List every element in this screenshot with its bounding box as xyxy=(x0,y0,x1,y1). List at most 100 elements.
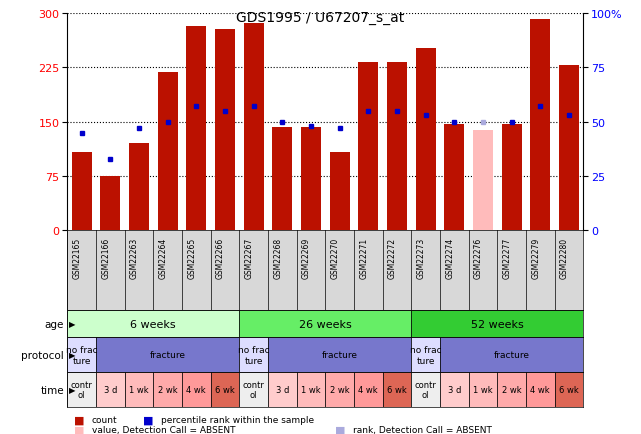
Bar xyxy=(440,338,583,372)
Bar xyxy=(387,63,407,231)
Bar xyxy=(239,338,268,372)
Text: GSM22265: GSM22265 xyxy=(187,237,196,278)
Text: count: count xyxy=(92,415,117,424)
Bar xyxy=(383,372,412,407)
Text: GSM22272: GSM22272 xyxy=(388,237,397,278)
Text: GSM22276: GSM22276 xyxy=(474,237,483,278)
Bar xyxy=(244,24,263,231)
Text: 52 weeks: 52 weeks xyxy=(471,319,524,329)
Bar xyxy=(129,144,149,231)
Text: 1 wk: 1 wk xyxy=(301,385,320,394)
Text: ▶: ▶ xyxy=(69,385,75,394)
Text: age: age xyxy=(45,319,64,329)
Bar xyxy=(268,372,297,407)
Text: GSM22267: GSM22267 xyxy=(245,237,254,278)
Text: 2 wk: 2 wk xyxy=(158,385,178,394)
Text: no frac
ture: no frac ture xyxy=(66,345,97,365)
Bar xyxy=(530,20,551,231)
Bar xyxy=(497,372,526,407)
Text: GSM22165: GSM22165 xyxy=(72,237,81,278)
Bar xyxy=(469,372,497,407)
Bar xyxy=(354,372,383,407)
Bar xyxy=(473,131,493,231)
Text: GSM22268: GSM22268 xyxy=(273,237,282,278)
Text: 4 wk: 4 wk xyxy=(531,385,550,394)
Bar xyxy=(158,73,178,231)
Bar xyxy=(412,372,440,407)
Text: 1 wk: 1 wk xyxy=(473,385,493,394)
Text: GSM22274: GSM22274 xyxy=(445,237,454,278)
Bar xyxy=(329,153,350,231)
Bar xyxy=(67,372,96,407)
Text: ■: ■ xyxy=(143,415,153,424)
Text: ■: ■ xyxy=(74,415,84,424)
Text: GSM22279: GSM22279 xyxy=(531,237,540,278)
Bar xyxy=(124,372,153,407)
Bar xyxy=(100,177,121,231)
Bar xyxy=(67,338,96,372)
Bar xyxy=(215,30,235,231)
Text: GSM22270: GSM22270 xyxy=(331,237,340,278)
Text: ▶: ▶ xyxy=(69,319,75,329)
Text: GSM22277: GSM22277 xyxy=(503,237,512,278)
Text: 2 wk: 2 wk xyxy=(330,385,349,394)
Text: fracture: fracture xyxy=(494,351,529,359)
Text: time: time xyxy=(40,385,64,395)
Text: 4 wk: 4 wk xyxy=(358,385,378,394)
Text: ▶: ▶ xyxy=(69,351,75,359)
Text: 4 wk: 4 wk xyxy=(187,385,206,394)
Bar xyxy=(239,372,268,407)
Bar xyxy=(67,310,239,338)
Bar xyxy=(182,372,211,407)
Text: no frac
ture: no frac ture xyxy=(238,345,269,365)
Bar xyxy=(297,372,326,407)
Bar xyxy=(153,372,182,407)
Bar xyxy=(502,125,522,231)
Bar xyxy=(96,372,124,407)
Bar xyxy=(211,372,239,407)
Text: GSM22266: GSM22266 xyxy=(216,237,225,278)
Bar xyxy=(239,310,412,338)
Text: percentile rank within the sample: percentile rank within the sample xyxy=(161,415,314,424)
Text: GSM22264: GSM22264 xyxy=(158,237,168,278)
Text: fracture: fracture xyxy=(149,351,186,359)
Bar xyxy=(415,49,436,231)
Text: 1 wk: 1 wk xyxy=(129,385,149,394)
Text: protocol: protocol xyxy=(21,350,64,360)
Text: fracture: fracture xyxy=(322,351,358,359)
Text: GSM22280: GSM22280 xyxy=(560,237,569,278)
Bar xyxy=(559,66,579,231)
Text: contr
ol: contr ol xyxy=(71,380,92,399)
Bar xyxy=(72,153,92,231)
Text: 6 wk: 6 wk xyxy=(559,385,579,394)
Bar xyxy=(187,27,206,231)
Text: ■: ■ xyxy=(74,425,84,434)
Text: 6 weeks: 6 weeks xyxy=(131,319,176,329)
Bar xyxy=(272,128,292,231)
Bar xyxy=(412,310,583,338)
Bar xyxy=(301,128,321,231)
Bar xyxy=(440,372,469,407)
Text: no frac
ture: no frac ture xyxy=(410,345,442,365)
Text: 6 wk: 6 wk xyxy=(215,385,235,394)
Bar xyxy=(326,372,354,407)
Text: rank, Detection Call = ABSENT: rank, Detection Call = ABSENT xyxy=(353,425,492,434)
Text: GSM22269: GSM22269 xyxy=(302,237,311,278)
Text: 3 d: 3 d xyxy=(447,385,461,394)
Text: GSM22263: GSM22263 xyxy=(130,237,139,278)
Text: 3 d: 3 d xyxy=(276,385,289,394)
Text: 2 wk: 2 wk xyxy=(502,385,522,394)
Bar xyxy=(358,63,378,231)
Bar xyxy=(96,338,239,372)
Bar xyxy=(412,338,440,372)
Bar xyxy=(444,125,464,231)
Text: ■: ■ xyxy=(335,425,345,434)
Text: GSM22273: GSM22273 xyxy=(417,237,426,278)
Text: GSM22166: GSM22166 xyxy=(101,237,110,278)
Text: 3 d: 3 d xyxy=(104,385,117,394)
Text: 26 weeks: 26 weeks xyxy=(299,319,352,329)
Text: value, Detection Call = ABSENT: value, Detection Call = ABSENT xyxy=(92,425,235,434)
Text: GDS1995 / U67207_s_at: GDS1995 / U67207_s_at xyxy=(237,11,404,25)
Text: contr
ol: contr ol xyxy=(415,380,437,399)
Text: GSM22271: GSM22271 xyxy=(360,237,369,278)
